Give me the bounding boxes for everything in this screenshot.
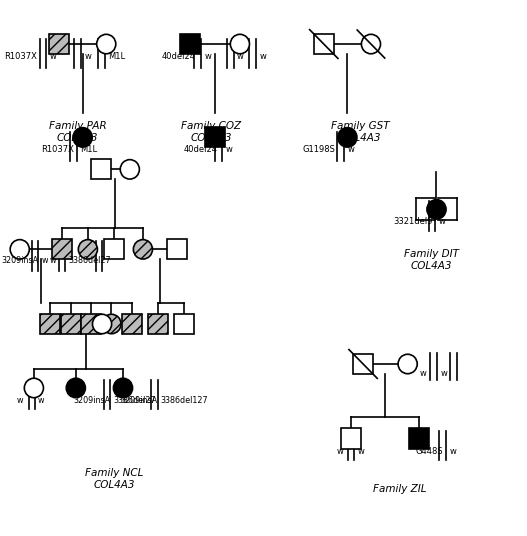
- Circle shape: [24, 378, 43, 398]
- Bar: [180, 34, 200, 54]
- Circle shape: [427, 199, 446, 219]
- Text: w: w: [38, 396, 45, 405]
- Text: 3386del27: 3386del27: [113, 396, 155, 405]
- Text: Family PAR
COL4A3: Family PAR COL4A3: [48, 121, 106, 143]
- Text: M1L: M1L: [109, 52, 125, 61]
- Bar: [341, 428, 362, 449]
- Bar: [104, 239, 124, 259]
- Circle shape: [79, 240, 97, 259]
- Text: w: w: [420, 369, 427, 378]
- Circle shape: [96, 34, 116, 54]
- Circle shape: [10, 240, 30, 259]
- Bar: [148, 314, 168, 334]
- Bar: [61, 314, 81, 334]
- Text: Family ZIL: Family ZIL: [373, 484, 426, 494]
- Text: w: w: [337, 446, 344, 456]
- Text: w: w: [237, 52, 243, 61]
- Text: Family DIT
COL4A3: Family DIT COL4A3: [404, 249, 458, 271]
- Text: 40del24: 40del24: [161, 52, 196, 61]
- Circle shape: [113, 378, 133, 398]
- Text: 40del24: 40del24: [184, 145, 218, 154]
- Bar: [40, 314, 60, 334]
- Circle shape: [338, 128, 357, 147]
- Circle shape: [92, 314, 112, 334]
- Bar: [81, 314, 101, 334]
- Text: w: w: [84, 52, 91, 61]
- Bar: [167, 239, 187, 259]
- Bar: [205, 127, 225, 147]
- Text: w: w: [259, 52, 266, 61]
- Bar: [49, 34, 69, 54]
- Text: w: w: [225, 145, 232, 154]
- Bar: [52, 239, 72, 259]
- Circle shape: [102, 314, 121, 334]
- Circle shape: [133, 240, 152, 259]
- Text: Family COZ
COL4A3: Family COZ COL4A3: [181, 121, 241, 143]
- Text: 3386del27: 3386del27: [69, 256, 111, 265]
- Text: 3209insA: 3209insA: [2, 256, 38, 265]
- Text: M1L: M1L: [80, 145, 97, 154]
- Text: w: w: [17, 396, 24, 405]
- Circle shape: [120, 160, 139, 179]
- Circle shape: [398, 354, 417, 374]
- Text: R1037X: R1037X: [4, 52, 37, 61]
- Text: G448S: G448S: [416, 446, 443, 456]
- Text: Family GST
COL4A3: Family GST COL4A3: [331, 121, 390, 143]
- Bar: [122, 314, 142, 334]
- Circle shape: [73, 128, 92, 147]
- Circle shape: [362, 34, 380, 54]
- Text: w: w: [50, 52, 56, 61]
- Text: 3386del127: 3386del127: [160, 396, 208, 405]
- Circle shape: [230, 34, 249, 54]
- Text: w: w: [204, 52, 211, 61]
- Text: w: w: [41, 256, 48, 265]
- Text: 3209insA: 3209insA: [73, 396, 110, 405]
- Text: R1037X: R1037X: [41, 145, 74, 154]
- Circle shape: [66, 378, 85, 398]
- Text: w: w: [438, 217, 445, 226]
- Bar: [174, 314, 194, 334]
- Text: G1198S: G1198S: [303, 145, 336, 154]
- Text: w: w: [347, 145, 354, 154]
- Text: w: w: [440, 369, 447, 378]
- Bar: [353, 354, 373, 374]
- Text: w: w: [358, 446, 365, 456]
- Text: Family NCL
COL4A3: Family NCL COL4A3: [85, 468, 143, 489]
- Bar: [91, 159, 111, 180]
- Text: 3209insA: 3209insA: [120, 396, 158, 405]
- Bar: [409, 428, 430, 449]
- Text: w: w: [450, 446, 456, 456]
- Text: w: w: [50, 256, 56, 265]
- Bar: [314, 34, 334, 54]
- Text: 3321del9: 3321del9: [394, 217, 433, 226]
